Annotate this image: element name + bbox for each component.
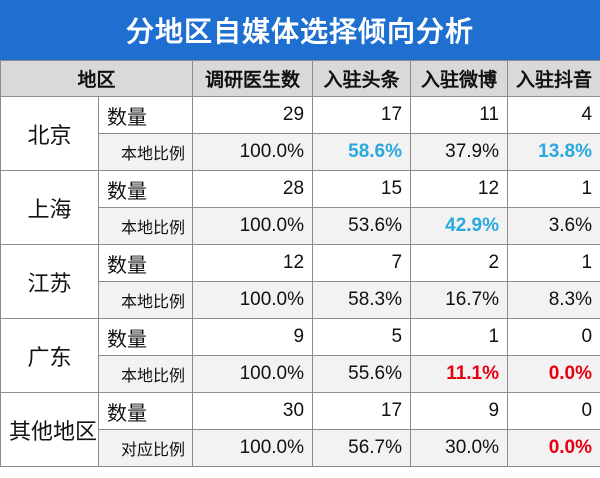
region-name: 北京 [0,96,99,171]
ratio-cell: 58.6% [312,133,412,171]
metric-label-count: 数量 [97,318,194,356]
count-cell: 17 [312,96,412,134]
header-toutiao: 入驻头条 [312,60,412,97]
ratio-cell: 11.1% [410,355,509,393]
region-name: 广东 [0,318,99,393]
count-cell: 2 [410,244,509,282]
metric-label-count: 数量 [97,244,194,282]
region-name: 上海 [0,170,99,245]
table-row-count: 江苏 数量 12 7 2 1 [0,244,600,319]
ratio-cell: 3.6% [507,207,600,245]
region-name: 江苏 [0,244,99,319]
count-cell: 0 [507,392,600,430]
table-body: 北京 数量 29 17 11 4 本地比例 100.0% 58.6% 37.9% 13.8% 上海 数量… [0,96,600,467]
count-cell: 29 [192,96,314,134]
header-weibo: 入驻微博 [410,60,509,97]
count-cell: 4 [507,96,600,134]
ratio-cell: 100.0% [192,281,314,319]
count-cell: 1 [507,170,600,208]
ratio-cell: 0.0% [507,429,600,467]
count-cell: 11 [410,96,509,134]
table-header-row: 地区 调研医生数 入驻头条 入驻微博 入驻抖音 [0,60,600,97]
ratio-cell: 42.9% [410,207,509,245]
ratio-cell: 100.0% [192,355,314,393]
header-surveyed-doctors: 调研医生数 [192,60,314,97]
table-row-ratio: 对应比例 100.0% 56.7% 30.0% 0.0% [1,429,600,467]
count-cell: 9 [192,318,314,356]
count-cell: 30 [192,392,314,430]
ratio-cell: 0.0% [507,355,600,393]
ratio-cell: 100.0% [192,133,314,171]
count-cell: 28 [192,170,314,208]
count-cell: 5 [312,318,412,356]
ratio-cell: 53.6% [312,207,412,245]
metric-label-ratio: 本地比例 [97,281,194,319]
count-cell: 15 [312,170,412,208]
table-row-count: 上海 数量 28 15 12 1 [0,170,600,245]
table-row-ratio: 本地比例 100.0% 53.6% 42.9% 3.6% [1,207,600,245]
page-title: 分地区自媒体选择倾向分析 [0,0,600,60]
count-cell: 0 [507,318,600,356]
metric-label-ratio: 本地比例 [97,133,194,171]
table-row-count: 广东 数量 9 5 1 0 [0,318,600,393]
region-media-table: 地区 调研医生数 入驻头条 入驻微博 入驻抖音 北京 数量 29 17 11 4 本地比例 1… [0,60,600,467]
table-row-count: 其他地区 数量 30 17 9 0 [0,392,600,467]
ratio-cell: 37.9% [410,133,509,171]
ratio-cell: 16.7% [410,281,509,319]
count-cell: 17 [312,392,412,430]
table-row-ratio: 本地比例 100.0% 55.6% 11.1% 0.0% [1,355,600,393]
metric-label-count: 数量 [97,392,194,430]
header-douyin: 入驻抖音 [507,60,600,97]
ratio-cell: 100.0% [192,429,314,467]
ratio-cell: 58.3% [312,281,412,319]
table-row-ratio: 本地比例 100.0% 58.6% 37.9% 13.8% [1,133,600,171]
count-cell: 12 [410,170,509,208]
metric-label-count: 数量 [97,170,194,208]
ratio-cell: 30.0% [410,429,509,467]
ratio-cell: 13.8% [507,133,600,171]
ratio-cell: 56.7% [312,429,412,467]
ratio-cell: 100.0% [192,207,314,245]
ratio-cell: 8.3% [507,281,600,319]
count-cell: 1 [410,318,509,356]
count-cell: 1 [507,244,600,282]
region-name: 其他地区 [0,392,99,467]
count-cell: 12 [192,244,314,282]
metric-label-ratio: 对应比例 [97,429,194,467]
table-row-count: 北京 数量 29 17 11 4 [0,96,600,171]
count-cell: 7 [312,244,412,282]
header-region: 地区 [0,60,194,97]
ratio-cell: 55.6% [312,355,412,393]
metric-label-ratio: 本地比例 [97,355,194,393]
metric-label-count: 数量 [97,96,194,134]
count-cell: 9 [410,392,509,430]
metric-label-ratio: 本地比例 [97,207,194,245]
table-row-ratio: 本地比例 100.0% 58.3% 16.7% 8.3% [1,281,600,319]
